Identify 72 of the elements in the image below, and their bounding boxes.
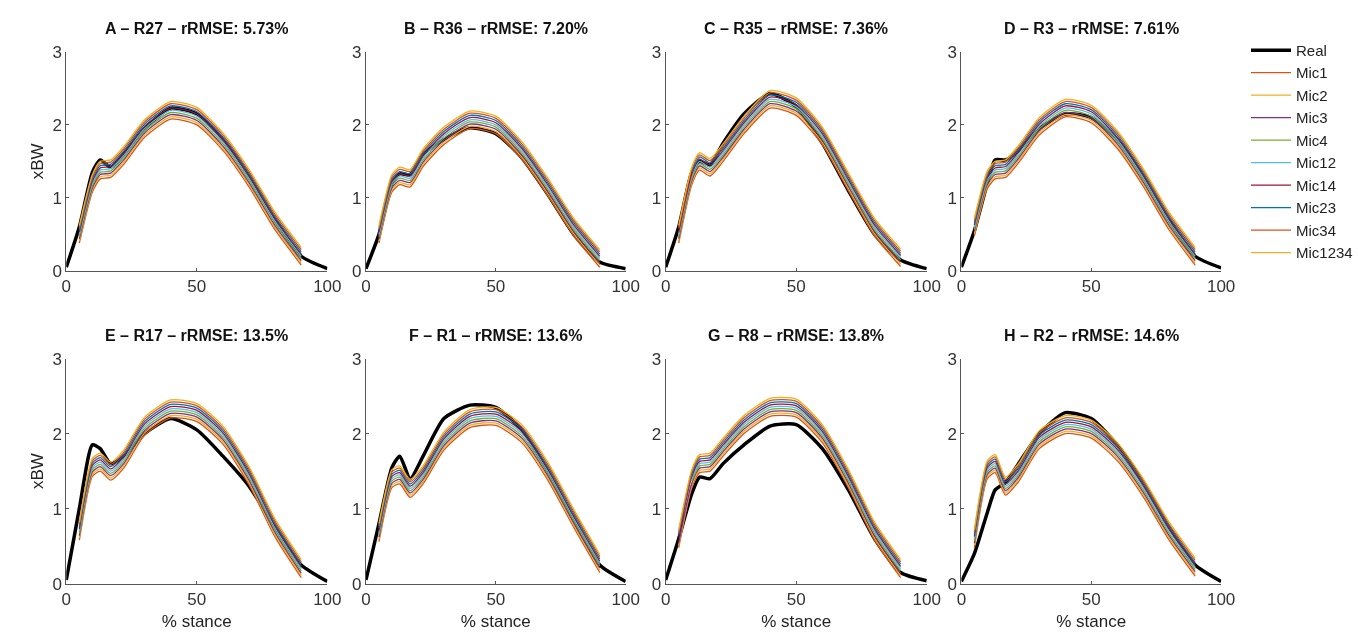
x-tick-label: 50: [1081, 590, 1101, 610]
chart-title: H – R2 – rRMSE: 14.6%: [1004, 327, 1180, 344]
x-tick-label: 100: [611, 590, 640, 610]
y-axis-title: xBW: [27, 143, 47, 180]
y-tick-label: 3: [352, 349, 362, 369]
x-tick-label: 100: [912, 277, 941, 297]
x-tick-label: 100: [611, 277, 640, 297]
legend-label: Mic34: [1296, 221, 1337, 239]
legend-label: Mic14: [1296, 176, 1337, 194]
chart-title: D – R3 – rRMSE: 7.61%: [1004, 20, 1180, 37]
x-tick-label: 50: [187, 277, 207, 297]
y-tick-label: 3: [651, 349, 662, 369]
y-tick-label: 0: [352, 574, 362, 594]
y-tick-label: 1: [651, 188, 662, 208]
y-tick-label: 0: [651, 574, 662, 594]
x-axis-title: % stance: [460, 611, 531, 631]
x-tick-label: 50: [1081, 277, 1101, 297]
legend-label: Mic1234: [1296, 244, 1353, 262]
x-tick-label: 100: [912, 590, 941, 610]
y-tick-label: 2: [947, 115, 957, 135]
x-tick-label: 50: [486, 277, 506, 297]
y-tick-label: 3: [352, 42, 362, 62]
y-tick-label: 1: [947, 188, 957, 208]
y-axis-title: xBW: [27, 453, 47, 490]
chart-title: E – R17 – rRMSE: 13.5%: [105, 327, 289, 344]
x-axis-title: % stance: [161, 611, 232, 631]
y-tick-label: 1: [52, 188, 62, 208]
x-tick-label: 100: [313, 277, 342, 297]
y-tick-label: 0: [52, 574, 62, 594]
x-axis-title: % stance: [761, 611, 832, 631]
y-tick-label: 3: [52, 42, 62, 62]
y-tick-label: 2: [52, 424, 62, 444]
x-tick-label: 100: [1206, 590, 1236, 610]
y-tick-label: 3: [651, 42, 662, 62]
y-tick-label: 2: [352, 115, 362, 135]
x-tick-label: 100: [313, 590, 342, 610]
y-tick-label: 0: [947, 261, 957, 281]
chart-title: B – R36 – rRMSE: 7.20%: [404, 20, 589, 37]
legend-label: Mic1: [1296, 64, 1328, 82]
y-tick-label: 0: [651, 261, 662, 281]
y-tick-label: 2: [651, 115, 662, 135]
chart-title: G – R8 – rRMSE: 13.8%: [708, 327, 885, 344]
legend-label: Mic4: [1296, 131, 1328, 149]
legend-label: Real: [1296, 41, 1327, 59]
chart-title: C – R35 – rRMSE: 7.36%: [704, 20, 889, 37]
y-tick-label: 2: [52, 115, 62, 135]
y-tick-label: 1: [52, 499, 62, 519]
y-tick-label: 3: [947, 349, 957, 369]
y-tick-label: 2: [651, 424, 662, 444]
legend-label: Mic3: [1296, 109, 1328, 127]
legend-label: Mic2: [1296, 86, 1328, 104]
y-tick-label: 0: [352, 261, 362, 281]
legend-label: Mic23: [1296, 199, 1337, 217]
x-tick-label: 50: [486, 590, 506, 610]
chart-title: F – R1 – rRMSE: 13.6%: [409, 327, 583, 344]
x-tick-label: 50: [786, 590, 806, 610]
x-axis-title: % stance: [1056, 611, 1127, 631]
y-tick-label: 0: [947, 574, 957, 594]
y-tick-label: 3: [947, 42, 957, 62]
y-tick-label: 0: [52, 261, 62, 281]
x-tick-label: 50: [187, 590, 207, 610]
y-tick-label: 2: [352, 424, 362, 444]
legend-label: Mic12: [1296, 154, 1337, 172]
y-tick-label: 3: [52, 349, 62, 369]
y-tick-label: 1: [947, 499, 957, 519]
y-tick-label: 1: [651, 499, 662, 519]
y-tick-label: 1: [352, 188, 362, 208]
chart-title: A – R27 – rRMSE: 5.73%: [105, 20, 289, 37]
x-tick-label: 100: [1206, 277, 1236, 297]
y-tick-label: 1: [352, 499, 362, 519]
y-tick-label: 2: [947, 424, 957, 444]
x-tick-label: 50: [786, 277, 806, 297]
